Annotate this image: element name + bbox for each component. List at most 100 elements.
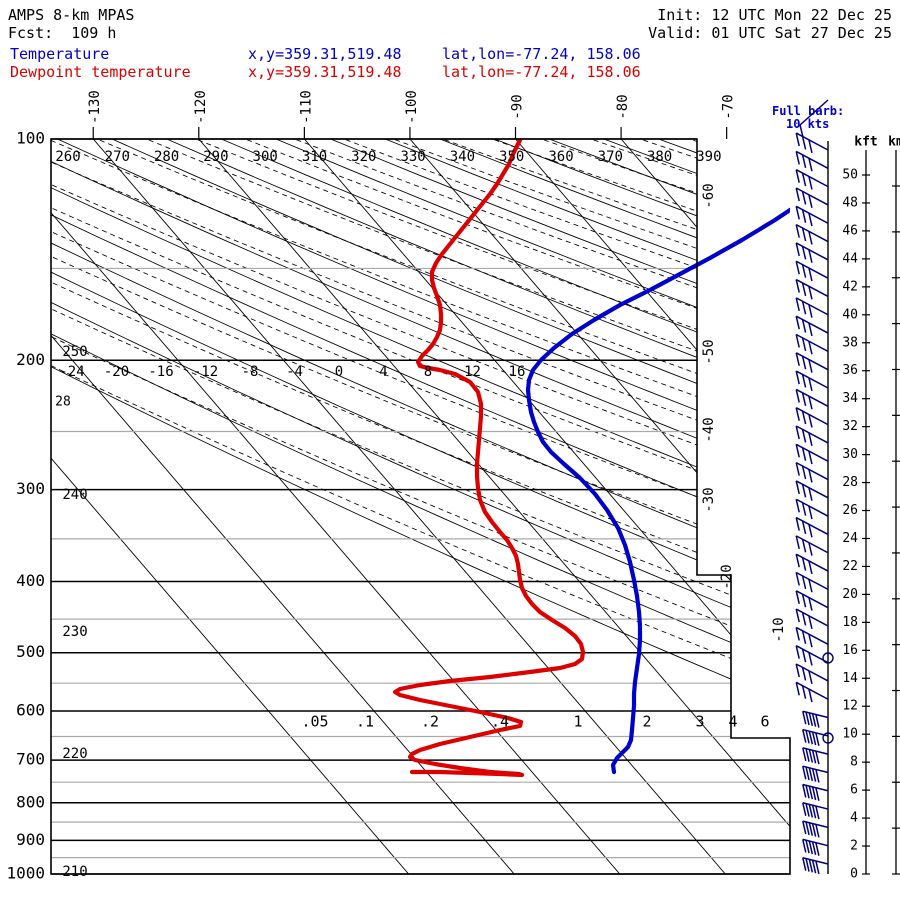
svg-text:46: 46: [842, 223, 858, 238]
svg-text:320: 320: [351, 149, 376, 165]
svg-text:350: 350: [499, 149, 524, 165]
header-model: AMPS 8-km MPAS: [8, 6, 135, 24]
svg-text:28: 28: [842, 475, 858, 490]
svg-text:-60: -60: [701, 183, 717, 208]
svg-text:200: 200: [16, 350, 45, 369]
svg-text:340: 340: [450, 149, 475, 165]
svg-text:36: 36: [842, 363, 858, 378]
barb-legend-line2: 10 kts: [786, 117, 830, 131]
svg-text:600: 600: [16, 700, 45, 719]
svg-text:-8: -8: [242, 364, 259, 380]
right-height-axes: kft km02468101214161820222426283032343638…: [842, 135, 900, 882]
plot-frame: [50, 138, 791, 875]
svg-text:220: 220: [62, 746, 87, 762]
svg-text:16: 16: [842, 643, 858, 658]
svg-text:240: 240: [62, 487, 87, 503]
svg-text:0: 0: [335, 364, 343, 380]
svg-text:400: 400: [16, 571, 45, 590]
header-valid: Valid: 01 UTC Sat 27 Dec 25: [648, 24, 892, 42]
svg-text:100: 100: [16, 129, 45, 148]
svg-text:48: 48: [842, 195, 858, 210]
svg-text:2: 2: [642, 713, 651, 731]
svg-text:300: 300: [253, 149, 278, 165]
svg-text:8: 8: [850, 755, 858, 770]
svg-text:28: 28: [55, 395, 71, 410]
svg-text:4: 4: [379, 364, 387, 380]
svg-text:.05: .05: [301, 713, 328, 731]
svg-text:.1: .1: [356, 713, 374, 731]
svg-text:14: 14: [842, 671, 858, 686]
legend-dewpoint-xy: x,y=359.31,519.48: [248, 63, 402, 81]
svg-text:20: 20: [842, 587, 858, 602]
svg-text:.4: .4: [491, 713, 509, 731]
header-init: Init: 12 UTC Mon 22 Dec 25: [657, 6, 892, 24]
barb-legend-line1: Full barb:: [772, 104, 845, 118]
svg-text:34: 34: [842, 391, 858, 406]
svg-text:-50: -50: [701, 339, 717, 364]
legend-dewpoint-label: Dewpoint temperature: [10, 63, 191, 81]
svg-text:-120: -120: [193, 90, 209, 124]
svg-text:310: 310: [302, 149, 327, 165]
svg-text:-20: -20: [104, 364, 129, 380]
svg-text:290: 290: [203, 149, 228, 165]
svg-text:38: 38: [842, 335, 858, 350]
svg-text:-12: -12: [193, 364, 218, 380]
temperature-curve: [525, 207, 790, 775]
svg-text:-90: -90: [510, 94, 526, 119]
svg-text:500: 500: [16, 642, 45, 661]
svg-text:270: 270: [105, 149, 130, 165]
svg-text:-110: -110: [298, 90, 314, 124]
legend-temperature-xy: x,y=359.31,519.48: [248, 45, 402, 63]
svg-text:kft: kft: [854, 135, 877, 150]
wind-barb-column: [795, 132, 834, 875]
dewpoint-curve: [392, 139, 586, 778]
svg-text:4: 4: [728, 713, 737, 731]
svg-text:-10: -10: [771, 617, 787, 642]
svg-text:18: 18: [842, 615, 858, 630]
svg-text:24: 24: [842, 531, 858, 546]
svg-text:0: 0: [850, 867, 858, 882]
svg-text:-24: -24: [59, 364, 84, 380]
svg-text:-16: -16: [148, 364, 173, 380]
svg-text:.2: .2: [421, 713, 439, 731]
svg-text:210: 210: [62, 864, 87, 880]
svg-text:370: 370: [598, 149, 623, 165]
svg-text:2: 2: [850, 839, 858, 854]
svg-text:16: 16: [509, 364, 526, 380]
svg-text:280: 280: [154, 149, 179, 165]
legend-temperature-label: Temperature: [10, 45, 110, 63]
svg-text:230: 230: [62, 624, 87, 640]
svg-text:-130: -130: [87, 90, 103, 124]
svg-text:-40: -40: [701, 417, 717, 442]
svg-text:44: 44: [842, 251, 858, 266]
svg-text:8: 8: [424, 364, 432, 380]
svg-text:700: 700: [16, 750, 45, 769]
svg-text:900: 900: [16, 830, 45, 849]
svg-text:6: 6: [760, 713, 769, 731]
svg-text:360: 360: [548, 149, 573, 165]
svg-text:250: 250: [62, 344, 87, 360]
svg-text:32: 32: [842, 419, 858, 434]
svg-text:50: 50: [842, 168, 858, 183]
svg-text:km: km: [888, 135, 900, 150]
svg-text:390: 390: [696, 149, 721, 165]
svg-text:12: 12: [842, 699, 858, 714]
svg-text:10: 10: [842, 727, 858, 742]
svg-text:42: 42: [842, 279, 858, 294]
svg-text:1: 1: [573, 713, 582, 731]
svg-text:-20: -20: [719, 564, 735, 589]
svg-text:380: 380: [647, 149, 672, 165]
header-fcst: Fcst: 109 h: [8, 24, 117, 42]
svg-text:40: 40: [842, 307, 858, 322]
svg-text:12: 12: [464, 364, 481, 380]
svg-text:6: 6: [850, 783, 858, 798]
svg-text:300: 300: [16, 479, 45, 498]
svg-text:-80: -80: [615, 94, 631, 119]
svg-text:800: 800: [16, 792, 45, 811]
barb-legend-icon: [799, 99, 829, 138]
legend-temperature-latlon: lat,lon=-77.24, 158.06: [442, 45, 641, 63]
svg-text:-4: -4: [286, 364, 303, 380]
svg-text:30: 30: [842, 447, 858, 462]
